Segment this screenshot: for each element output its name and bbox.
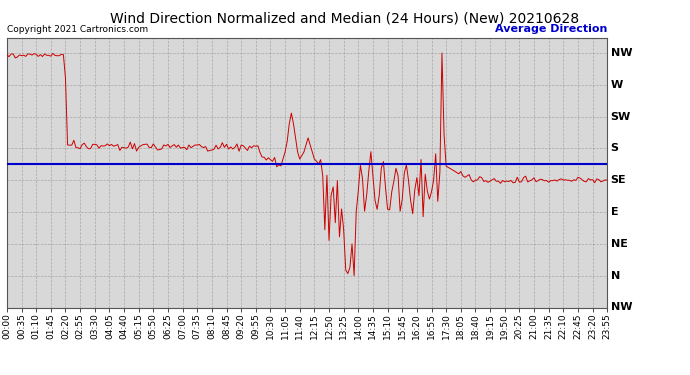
- Text: NE: NE: [611, 239, 627, 249]
- Text: N: N: [611, 271, 620, 281]
- Text: NW: NW: [611, 48, 632, 58]
- Text: W: W: [611, 80, 623, 90]
- Text: SW: SW: [611, 112, 631, 122]
- Text: NW: NW: [611, 303, 632, 312]
- Text: E: E: [611, 207, 618, 217]
- Text: Copyright 2021 Cartronics.com: Copyright 2021 Cartronics.com: [7, 25, 148, 34]
- Text: Average Direction: Average Direction: [495, 24, 607, 34]
- Text: SE: SE: [611, 175, 627, 185]
- Text: Wind Direction Normalized and Median (24 Hours) (New) 20210628: Wind Direction Normalized and Median (24…: [110, 11, 580, 25]
- Text: S: S: [611, 144, 619, 153]
